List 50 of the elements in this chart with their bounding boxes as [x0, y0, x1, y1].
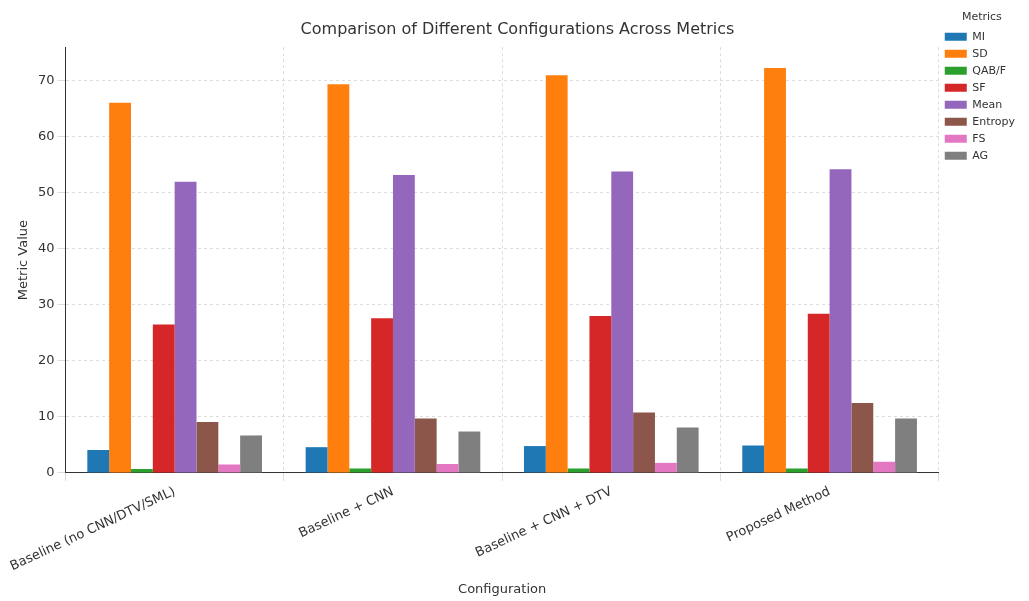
bar	[196, 421, 219, 473]
bar	[742, 445, 765, 473]
x-axis-title: Configuration	[458, 580, 547, 596]
bar	[458, 431, 481, 473]
legend-label: SD	[972, 46, 988, 60]
y-tick-label: 20	[37, 352, 55, 368]
y-tick-label: 0	[46, 464, 55, 480]
bar	[349, 468, 372, 473]
bar	[414, 418, 437, 473]
bar	[611, 171, 634, 473]
y-tick-label: 70	[37, 72, 55, 88]
legend-label: FS	[972, 131, 986, 145]
bar	[545, 75, 568, 473]
bar	[436, 463, 459, 473]
bar	[589, 316, 612, 473]
bar	[676, 427, 699, 473]
y-tick-label: 60	[37, 128, 55, 144]
bar	[87, 449, 110, 473]
bar	[785, 468, 808, 473]
y-tick-label: 40	[37, 240, 55, 256]
legend-title: Metrics	[961, 10, 1003, 24]
bar	[109, 102, 131, 473]
y-tick-label: 10	[37, 408, 55, 424]
legend-label: SF	[972, 80, 986, 94]
bar	[371, 318, 393, 473]
bar	[240, 435, 262, 473]
legend-label: Entropy	[972, 114, 1016, 128]
legend-label: Mean	[972, 97, 1003, 111]
legend-label: AG	[972, 148, 989, 162]
bar	[851, 402, 874, 473]
bar	[152, 324, 175, 473]
y-tick-label: 50	[37, 184, 55, 200]
bar	[654, 462, 677, 473]
bar	[523, 446, 546, 473]
bar	[633, 412, 655, 473]
bar	[807, 313, 830, 473]
bar	[764, 67, 786, 473]
legend-label: MI	[972, 29, 986, 43]
legend-label: QAB/F	[972, 63, 1007, 77]
bar	[174, 181, 197, 473]
bar	[567, 468, 590, 473]
chart-title: Comparison of Different Configurations Across Metrics	[300, 18, 735, 38]
y-tick-label: 30	[37, 296, 55, 312]
bar	[327, 84, 350, 473]
bar	[305, 447, 328, 473]
y-axis-title: Metric Value	[14, 219, 30, 301]
bar	[392, 174, 415, 473]
bar	[873, 461, 896, 473]
bar	[829, 169, 852, 473]
bar	[895, 418, 917, 473]
